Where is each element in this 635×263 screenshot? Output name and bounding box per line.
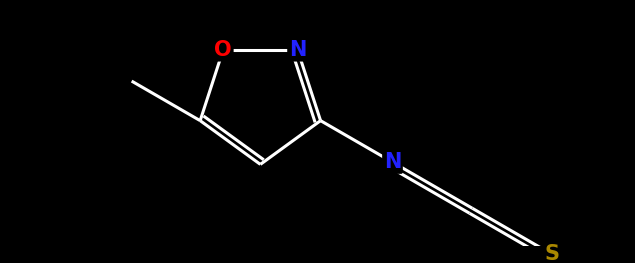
Text: N: N (384, 152, 401, 172)
Text: S: S (545, 245, 560, 263)
Text: N: N (289, 40, 306, 60)
Text: O: O (215, 40, 232, 60)
